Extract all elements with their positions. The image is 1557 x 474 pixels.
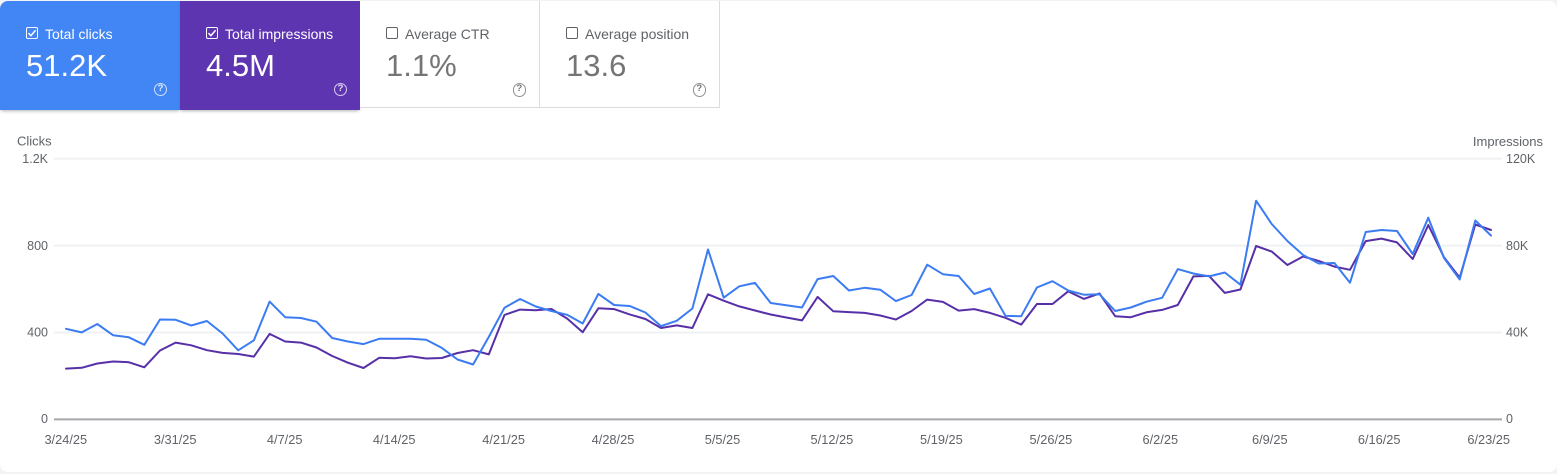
svg-text:6/2/25: 6/2/25 [1143,432,1179,447]
svg-text:6/23/25: 6/23/25 [1467,432,1510,447]
svg-text:120K: 120K [1506,152,1536,166]
svg-text:5/5/25: 5/5/25 [705,432,741,447]
svg-text:5/19/25: 5/19/25 [920,432,963,447]
svg-text:5/26/25: 5/26/25 [1030,432,1073,447]
svg-text:40K: 40K [1506,326,1529,340]
svg-text:4/28/25: 4/28/25 [592,432,635,447]
svg-text:4/14/25: 4/14/25 [373,432,416,447]
svg-text:6/9/25: 6/9/25 [1252,432,1288,447]
svg-text:3/31/25: 3/31/25 [154,432,197,447]
svg-text:0: 0 [1506,412,1513,426]
svg-text:800: 800 [27,239,48,253]
svg-text:80K: 80K [1506,239,1529,253]
svg-text:0: 0 [41,412,48,426]
svg-text:3/24/25: 3/24/25 [44,432,87,447]
svg-text:4/21/25: 4/21/25 [482,432,525,447]
svg-text:400: 400 [27,326,48,340]
svg-text:4/7/25: 4/7/25 [267,432,303,447]
svg-text:6/16/25: 6/16/25 [1358,432,1401,447]
svg-text:1.2K: 1.2K [22,152,48,166]
svg-text:Impressions: Impressions [1473,134,1544,149]
svg-text:5/12/25: 5/12/25 [811,432,854,447]
svg-text:Clicks: Clicks [17,134,52,149]
